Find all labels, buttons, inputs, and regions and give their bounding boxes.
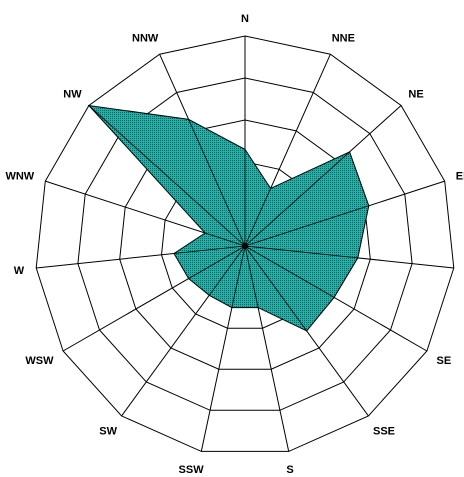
value-spoke-en (244, 205, 369, 247)
value-spoke-nw (88, 105, 246, 247)
value-spoke-sw (208, 245, 246, 296)
direction-label-s: S (286, 464, 293, 476)
value-spoke-wsw (188, 245, 246, 279)
value-spoke-se (244, 245, 335, 298)
direction-label-nnw: NNW (132, 33, 159, 45)
value-spoke-s (244, 245, 259, 308)
value-spoke-ne (244, 151, 350, 247)
wind-frequency-area (87, 104, 370, 332)
direction-label-w: W (14, 265, 25, 277)
direction-label-en: EN (456, 171, 464, 183)
spoke-over-layer (88, 105, 369, 332)
value-spoke-nne (244, 188, 271, 247)
direction-label-nne: NNE (332, 33, 355, 45)
direction-label-sw: SW (99, 426, 117, 438)
direction-label-ne: NE (408, 88, 423, 100)
direction-label-se: SE (437, 355, 452, 367)
value-spoke-ssw (231, 245, 246, 308)
grid-ring-5 (35, 35, 455, 452)
value-spoke-es (244, 245, 358, 259)
value-spoke-w (173, 245, 246, 254)
direction-label-wsw: WSW (25, 355, 54, 367)
direction-label-nw: NW (63, 88, 82, 100)
value-spoke-nnw (188, 119, 246, 247)
direction-label-wnw: WNW (5, 171, 34, 183)
grid-ring-4 (77, 77, 413, 411)
direction-label-ssw: SSW (179, 464, 205, 476)
value-spoke-wnw (204, 232, 246, 247)
direction-label-n: N (241, 13, 249, 25)
center-point (242, 243, 248, 249)
value-spoke-sse (244, 245, 308, 332)
data-layer (87, 104, 370, 332)
direction-labels: NNNENEENESSESSESSSWSWWSWWWNWNWNNW (5, 13, 464, 476)
direction-label-sse: SSE (373, 426, 395, 438)
